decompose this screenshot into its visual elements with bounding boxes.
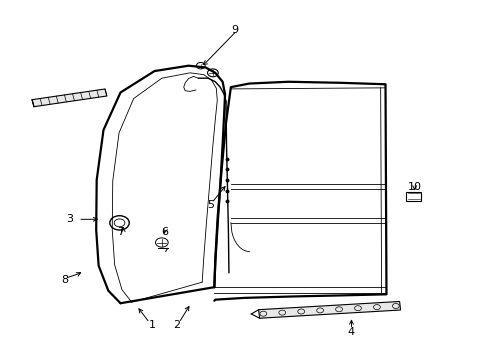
Text: 8: 8 — [61, 275, 68, 285]
Text: 4: 4 — [347, 327, 354, 337]
Polygon shape — [32, 89, 107, 107]
Text: 7: 7 — [117, 227, 124, 237]
Text: 6: 6 — [161, 227, 167, 237]
Bar — [406, 192, 420, 201]
Text: 2: 2 — [173, 320, 180, 330]
Text: 10: 10 — [407, 182, 421, 192]
Text: 9: 9 — [231, 25, 238, 35]
Text: 1: 1 — [148, 320, 155, 330]
Text: 5: 5 — [206, 200, 214, 210]
Polygon shape — [258, 301, 400, 318]
Text: 3: 3 — [66, 214, 73, 224]
